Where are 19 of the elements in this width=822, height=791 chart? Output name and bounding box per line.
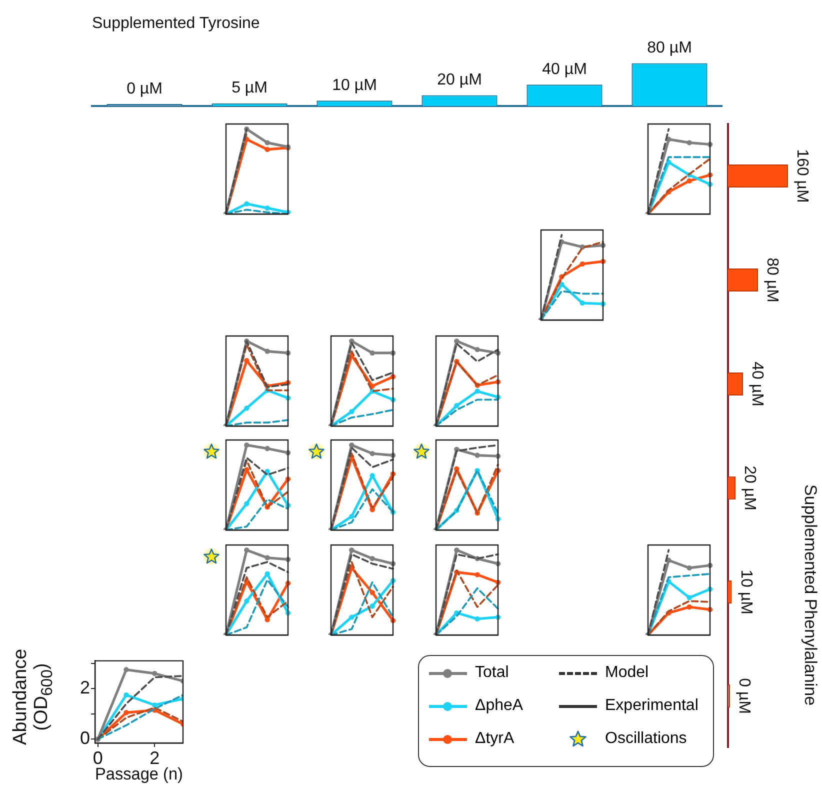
text: Model: [605, 664, 649, 682]
text: Oscillations: [605, 730, 687, 748]
y-tick-label: 40 µM: [748, 362, 766, 406]
y-tick-label: 0 µM: [736, 678, 753, 714]
x-tick-label: 20 µM: [437, 72, 482, 89]
y-tick-label: 20 µM: [741, 466, 758, 510]
x-tick-label: 5 µM: [232, 80, 268, 97]
legend-label: ΔpheA: [475, 697, 524, 715]
y-axis-title: Supplemented Phenylalanine: [800, 483, 820, 708]
legend-label: ΔtyrA: [475, 730, 514, 748]
x-tick-label: 10 µM: [332, 77, 377, 94]
x-tick-label: 0 µM: [126, 80, 162, 98]
y-tick-label: 80 µM: [764, 258, 781, 302]
legend-label: Total: [475, 664, 509, 682]
y-tick-label: 160 µM: [794, 149, 811, 203]
text: Experimental: [605, 697, 698, 715]
x-axis-title: Passage (n): [95, 764, 183, 784]
chart-title: Supplemented Tyrosine: [92, 15, 260, 32]
y-tick-label: 10 µM: [737, 570, 754, 614]
